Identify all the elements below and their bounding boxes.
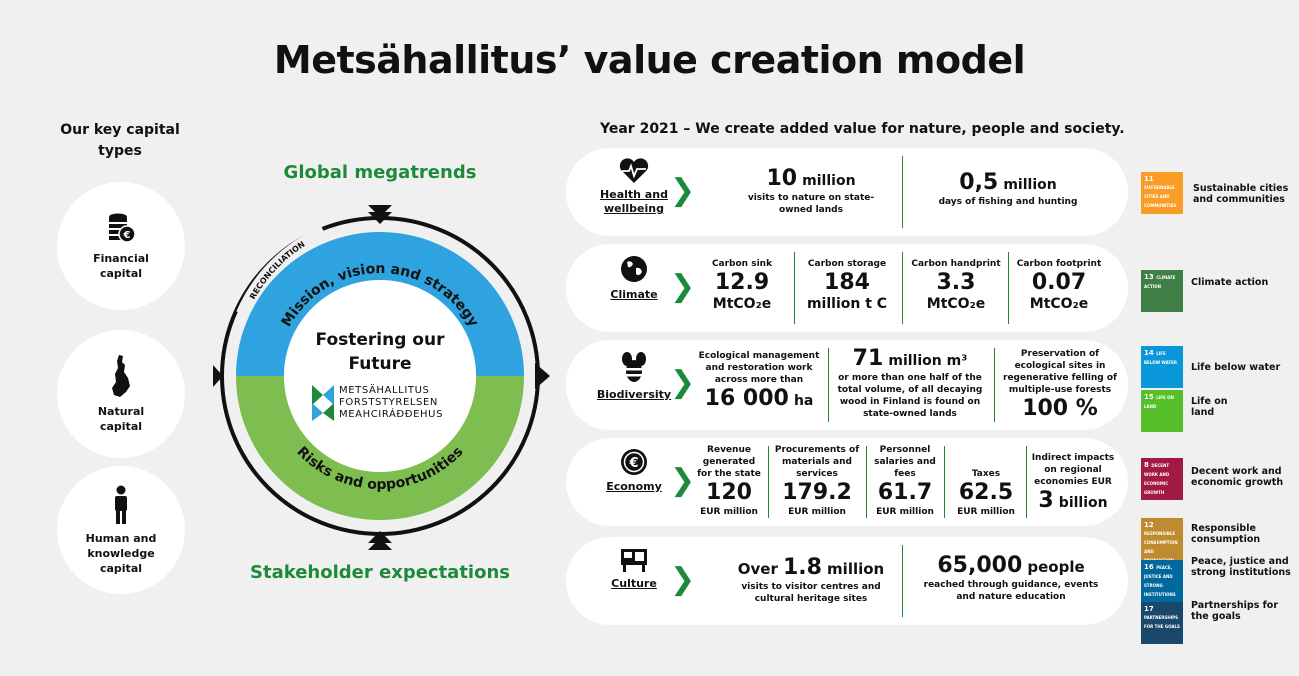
climate-label: Climate	[610, 288, 658, 301]
divider	[828, 348, 829, 422]
biodiversity-label: Biodiversity	[596, 388, 672, 401]
row-climate: Climate ❯ Carbon sink 12.9 MtCO₂e Carbon…	[566, 244, 1128, 332]
arrow-left-icon	[213, 365, 223, 387]
bio-metric-restoration: Ecological management and restoration wo…	[698, 351, 820, 411]
sdg-11-label: Sustainable cities and communities	[1193, 183, 1289, 205]
divider	[902, 252, 903, 324]
capital-natural: Natural capital	[57, 330, 185, 458]
logo-line-1: METSÄHALLITUS	[339, 385, 430, 396]
year-statement: Year 2021 – We create added value for na…	[600, 121, 1125, 137]
sdg-14-icon: 14 LIFE BELOW WATER	[1141, 346, 1183, 388]
globe-icon	[621, 256, 647, 282]
core-text: Fostering our Future	[315, 330, 445, 374]
economy-label: Economy	[606, 480, 662, 493]
chevron-right-icon: ❯	[670, 269, 696, 304]
capital-natural-label: Natural capital	[97, 405, 145, 433]
metsahallitus-logo: METSÄHALLITUS FORSTSTYRELSEN MEAHCIRÁÐÐE…	[312, 385, 443, 421]
logo-mark-icon	[312, 385, 334, 421]
ring-top-blue	[236, 232, 524, 376]
arrow-top-icon	[368, 205, 392, 224]
climate-metric-sink: Carbon sink 12.9 MtCO₂e	[711, 259, 773, 312]
global-megatrends: Global megatrends	[283, 162, 477, 183]
page-title: Metsähallitus’ value creation model	[273, 38, 1026, 82]
climate-metric-storage: Carbon storage 184 million t C	[806, 259, 888, 312]
culture-metric-people: 65,000 people reached through guidance, …	[923, 553, 1099, 602]
capitals-heading: Our key capital types	[60, 122, 180, 159]
logo-line-3: MEAHCIRÁÐÐEHUS	[339, 409, 444, 420]
sdg-8-label: Decent work and economic growth	[1191, 466, 1284, 488]
svg-text:€: €	[123, 230, 131, 241]
sdg-17-label: Partnerships for the goals	[1191, 600, 1279, 622]
sdg-11-icon: 11 SUSTAINABLE CITIES AND COMMUNITIES	[1141, 172, 1183, 214]
logo-line-2: FORSTSTYRELSEN	[339, 397, 438, 408]
econ-metric-taxes: Taxes 62.5 EUR million	[957, 469, 1015, 517]
health-metric-days: 0,5 million days of fishing and hunting	[938, 170, 1078, 207]
divider	[794, 252, 795, 324]
divider	[944, 446, 945, 518]
row-culture: Culture ❯ Over 1.8 million visits to vis…	[566, 537, 1128, 625]
health-block: Health and wellbeing	[596, 158, 672, 216]
health-label: Health and wellbeing	[600, 188, 668, 215]
biodiversity-block: Biodiversity	[596, 350, 672, 402]
divider	[902, 545, 903, 617]
divider	[994, 348, 995, 422]
capital-financial: € Financial capital	[57, 182, 185, 310]
svg-text:€: €	[628, 456, 638, 471]
row-biodiversity: Biodiversity ❯ Ecological management and…	[566, 340, 1128, 430]
econ-metric-procurements: Procurements of materials and services 1…	[774, 445, 860, 517]
divider	[866, 446, 867, 518]
sdg-8-icon: 8 DECENT WORK AND ECONOMIC GROWTH	[1141, 458, 1183, 500]
euro-coin-icon: €	[621, 449, 647, 475]
econ-metric-indirect: Indirect impacts on regional economies E…	[1031, 453, 1115, 513]
sdg-16-icon: 16 PEACE, JUSTICE AND STRONG INSTITUTION…	[1141, 560, 1183, 602]
arrow-right-icon	[535, 363, 550, 389]
chevron-right-icon: ❯	[670, 173, 696, 208]
culture-metric-visits: Over 1.8 million visits to visitor centr…	[737, 555, 885, 604]
health-metric-visits: 10 million visits to nature on state-own…	[747, 166, 875, 215]
sdg-12-icon: 12 RESPONSIBLE CONSUMPTION AND PRODUCTIO…	[1141, 518, 1183, 563]
ring-bottom-green	[236, 376, 524, 520]
museum-board-icon	[621, 549, 647, 572]
heart-icon	[619, 158, 649, 183]
divider	[1008, 252, 1009, 324]
strategy-circle-diagram: Mission, vision and strategy Risks and o…	[213, 205, 550, 550]
climate-metric-handprint: Carbon handprint 3.3 MtCO₂e	[911, 259, 1001, 312]
capital-financial-label: Financial capital	[93, 252, 149, 280]
sdg-12-label: Responsible consumption	[1191, 523, 1261, 545]
culture-label: Culture	[611, 577, 657, 590]
sdg-13-label: Climate action	[1191, 277, 1269, 288]
sdg-15-icon: 15 LIFE ON LAND	[1141, 390, 1183, 432]
row-health: Health and wellbeing ❯ 10 million visits…	[566, 148, 1128, 236]
econ-metric-revenue: Revenue generated for the state 120 EUR …	[697, 445, 761, 517]
person-icon	[115, 485, 127, 524]
economy-block: € Economy	[596, 448, 672, 494]
coins-icon: €	[109, 213, 136, 243]
capital-human-label: Human and knowledge capital	[85, 531, 157, 575]
arrow-bottom-icon	[368, 531, 392, 550]
chevron-right-icon: ❯	[670, 562, 696, 597]
finland-map-icon	[112, 355, 130, 397]
climate-block: Climate	[596, 254, 672, 302]
divider	[902, 156, 903, 228]
culture-block: Culture	[596, 547, 672, 591]
capital-human: Human and knowledge capital	[57, 466, 185, 594]
stakeholder-expectations: Stakeholder expectations	[250, 562, 510, 583]
bee-icon	[622, 352, 646, 382]
chevron-right-icon: ❯	[670, 365, 696, 400]
sdg-17-icon: 17 PARTNERSHIPS FOR THE GOALS	[1141, 602, 1183, 644]
row-economy: € Economy ❯ Revenue generated for the st…	[566, 438, 1128, 526]
sdg-16-label: Peace, justice and strong institutions	[1191, 556, 1291, 578]
sdg-14-label: Life below water	[1191, 362, 1281, 373]
divider	[768, 446, 769, 518]
sdg-13-icon: 13 CLIMATE ACTION	[1141, 270, 1183, 312]
bio-metric-preservation: Preservation of ecological sites in rege…	[1003, 349, 1117, 421]
sdg-15-label: Life on land	[1191, 396, 1228, 418]
econ-metric-salaries: Personnel salaries and fees 61.7 EUR mil…	[874, 445, 936, 517]
bio-metric-decaying-wood: 71 million m³ or more than one half of t…	[837, 346, 983, 419]
chevron-right-icon: ❯	[670, 463, 696, 498]
divider	[1026, 446, 1027, 518]
climate-metric-footprint: Carbon footprint 0.07 MtCO₂e	[1016, 259, 1102, 312]
